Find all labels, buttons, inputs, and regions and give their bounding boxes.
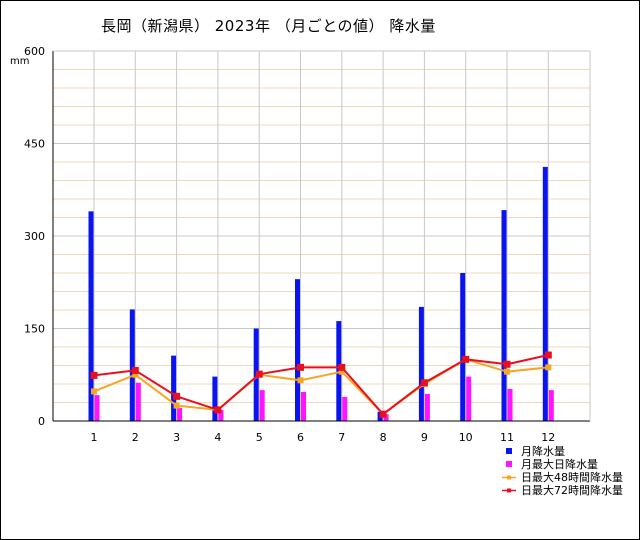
bar-monthly — [418, 306, 424, 421]
legend-swatch-daily-max — [501, 458, 521, 471]
axes — [52, 50, 591, 422]
point-48h — [545, 364, 552, 371]
bar-daily-max — [424, 393, 430, 421]
point-72h — [90, 371, 98, 379]
series-line-48h — [93, 358, 549, 416]
vertical-gridlines — [93, 51, 549, 421]
point-72h — [544, 351, 552, 359]
legend-label: 月降水量 — [521, 445, 565, 458]
point-48h — [132, 371, 139, 378]
legend-item: 日最大72時間降水量 — [501, 484, 623, 497]
point-72h — [503, 360, 511, 368]
legend-label: 日最大72時間降水量 — [521, 484, 623, 497]
legend-marker — [507, 475, 511, 480]
bars — [88, 166, 554, 421]
legend-label: 月最大日降水量 — [521, 458, 598, 471]
x-tick-label: 12 — [541, 431, 555, 444]
x-tick-labels: 1 2 3 4 5 6 7 8 9 10 11 12 — [91, 431, 556, 444]
legend-item: 月最大日降水量 — [501, 458, 623, 471]
x-tick-label: 5 — [256, 431, 263, 444]
point-48h — [91, 388, 97, 395]
bar-daily-max — [135, 382, 141, 421]
bar-monthly — [129, 309, 135, 421]
bar-daily-max — [94, 395, 100, 421]
bar-monthly — [88, 211, 94, 421]
x-tick-label: 1 — [91, 431, 98, 444]
bar-daily-max — [342, 396, 348, 421]
y-tick-label: 600 — [24, 45, 45, 58]
x-tick-label: 8 — [380, 431, 387, 444]
y-tick-label: 150 — [24, 323, 45, 336]
legend-item: 日最大48時間降水量 — [501, 471, 623, 484]
legend-marker — [506, 461, 512, 467]
bar-monthly — [171, 355, 177, 421]
x-tick-label: 7 — [338, 431, 345, 444]
legend-label: 日最大48時間降水量 — [521, 471, 623, 484]
point-72h — [462, 355, 470, 363]
bar-daily-max — [218, 409, 224, 421]
series-line-72h — [93, 354, 549, 416]
point-48h — [297, 377, 304, 384]
point-72h — [214, 406, 222, 414]
point-72h — [255, 370, 263, 378]
legend-swatch-72h — [501, 484, 521, 497]
x-tick-label: 11 — [500, 431, 514, 444]
x-tick-label: 9 — [421, 431, 428, 444]
legend-swatch-monthly — [501, 445, 521, 458]
x-tick-label: 10 — [459, 431, 473, 444]
y-tick-labels: 0 150 300 450 600 — [24, 45, 45, 428]
bar-daily-max — [507, 388, 513, 421]
bar-daily-max — [177, 408, 183, 421]
x-tick-label: 4 — [214, 431, 221, 444]
bar-monthly — [460, 273, 466, 421]
point-48h — [173, 402, 180, 409]
bar-monthly — [542, 166, 548, 421]
bar-daily-max — [466, 376, 472, 421]
bar-daily-max — [301, 392, 306, 421]
point-48h — [338, 368, 345, 375]
point-72h — [173, 392, 181, 400]
bar-daily-max — [548, 390, 554, 421]
bar-monthly — [295, 279, 300, 421]
point-72h — [338, 363, 346, 371]
legend-marker — [507, 488, 511, 493]
bar-daily-max — [259, 390, 265, 421]
y-tick-label: 300 — [24, 230, 45, 243]
x-tick-label: 6 — [297, 431, 304, 444]
x-tick-label: 3 — [173, 431, 180, 444]
bar-monthly — [501, 210, 507, 421]
point-72h — [131, 366, 139, 374]
y-tick-label: 450 — [24, 138, 45, 151]
chart-title: 長岡（新潟県） 2023年 （月ごとの値） 降水量 — [101, 17, 436, 35]
point-72h — [379, 410, 387, 418]
legend-marker — [506, 448, 512, 454]
series-lines — [90, 351, 552, 418]
y-tick-label: 0 — [38, 415, 45, 428]
point-72h — [420, 379, 428, 387]
x-tick-label: 2 — [132, 431, 139, 444]
point-48h — [504, 368, 510, 375]
legend-swatch-48h — [501, 471, 521, 484]
point-72h — [297, 363, 304, 371]
bar-monthly — [212, 376, 218, 421]
minor-gridlines — [53, 69, 590, 403]
y-axis-unit: mm — [10, 56, 30, 67]
legend-item: 月降水量 — [501, 445, 623, 458]
legend: 月降水量 月最大日降水量 日最大48時間降水量 日最大72時間降水量 — [501, 445, 623, 497]
